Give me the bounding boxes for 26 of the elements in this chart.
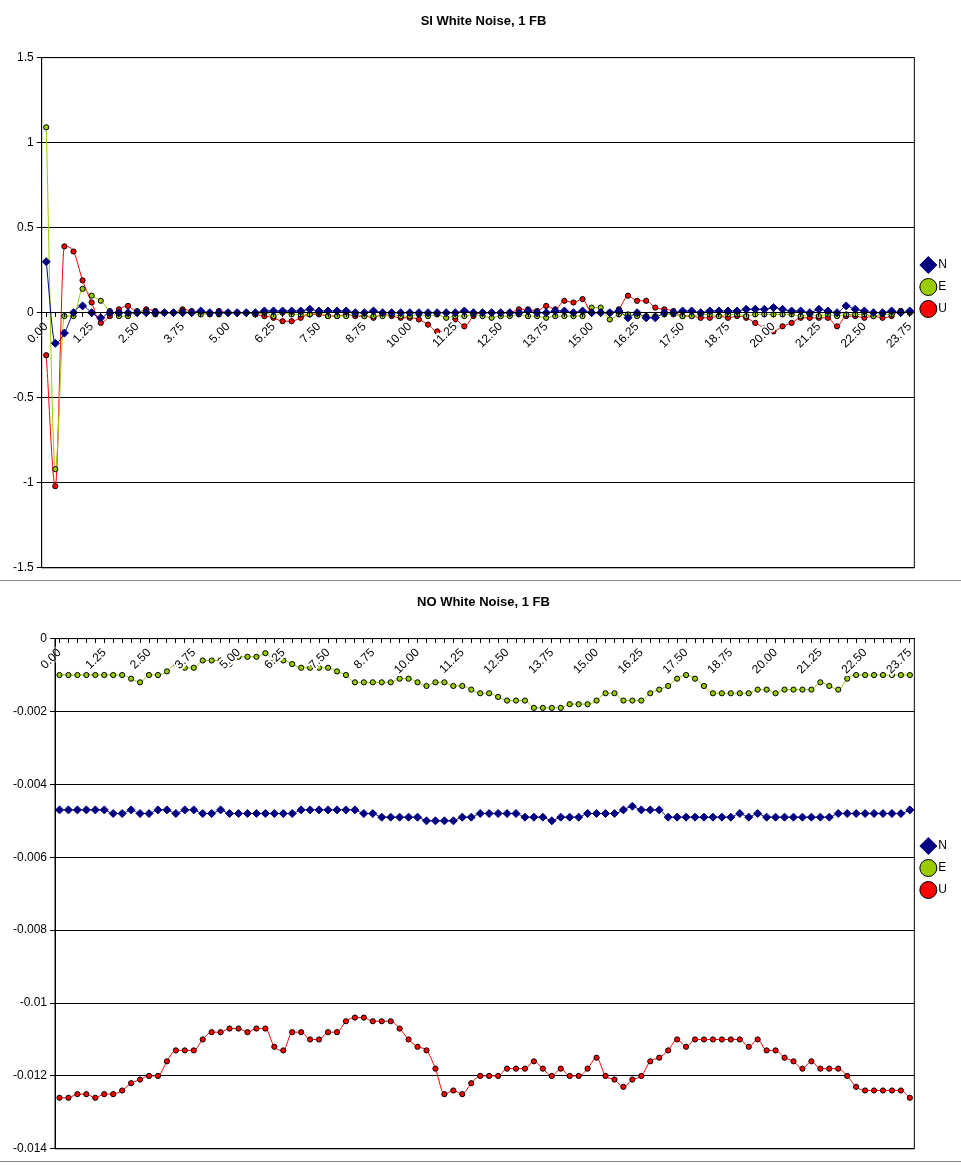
chart-title: SI White Noise, 1 FB xyxy=(420,13,547,29)
y-tick-label: -0.5 xyxy=(12,390,34,405)
x-tick-label: 0.00 xyxy=(37,645,65,672)
y-tick-label: -1.5 xyxy=(12,560,34,575)
y-tick-label: -0.014 xyxy=(12,1141,48,1156)
legend-label: U xyxy=(938,301,948,316)
y-tick-label: 0.5 xyxy=(16,219,34,234)
y-tick-label: -0.01 xyxy=(19,995,48,1010)
y-tick-label: 1.5 xyxy=(16,49,34,64)
y-tick-label: 0 xyxy=(26,305,34,320)
x-tick-label: 6.25 xyxy=(261,645,288,672)
y-tick-label: -0.008 xyxy=(12,922,48,937)
y-tick-label: 1 xyxy=(26,134,34,149)
legend-label: U xyxy=(938,882,948,897)
y-tick-label: -0.012 xyxy=(12,1068,48,1083)
y-tick-label: -0.006 xyxy=(12,849,48,864)
x-tick-label: 7.50 xyxy=(306,645,333,672)
legend-label: E xyxy=(938,279,947,294)
y-tick-label: 0 xyxy=(40,630,48,645)
legend-label: E xyxy=(938,860,947,875)
legend-label: N xyxy=(938,257,948,272)
y-tick-label: -1 xyxy=(23,475,34,490)
chart-title: NO White Noise, 1 FB xyxy=(417,594,550,610)
legend-label: N xyxy=(938,838,948,853)
y-tick-label: -0.002 xyxy=(12,703,48,718)
y-tick-label: -0.004 xyxy=(12,776,48,791)
